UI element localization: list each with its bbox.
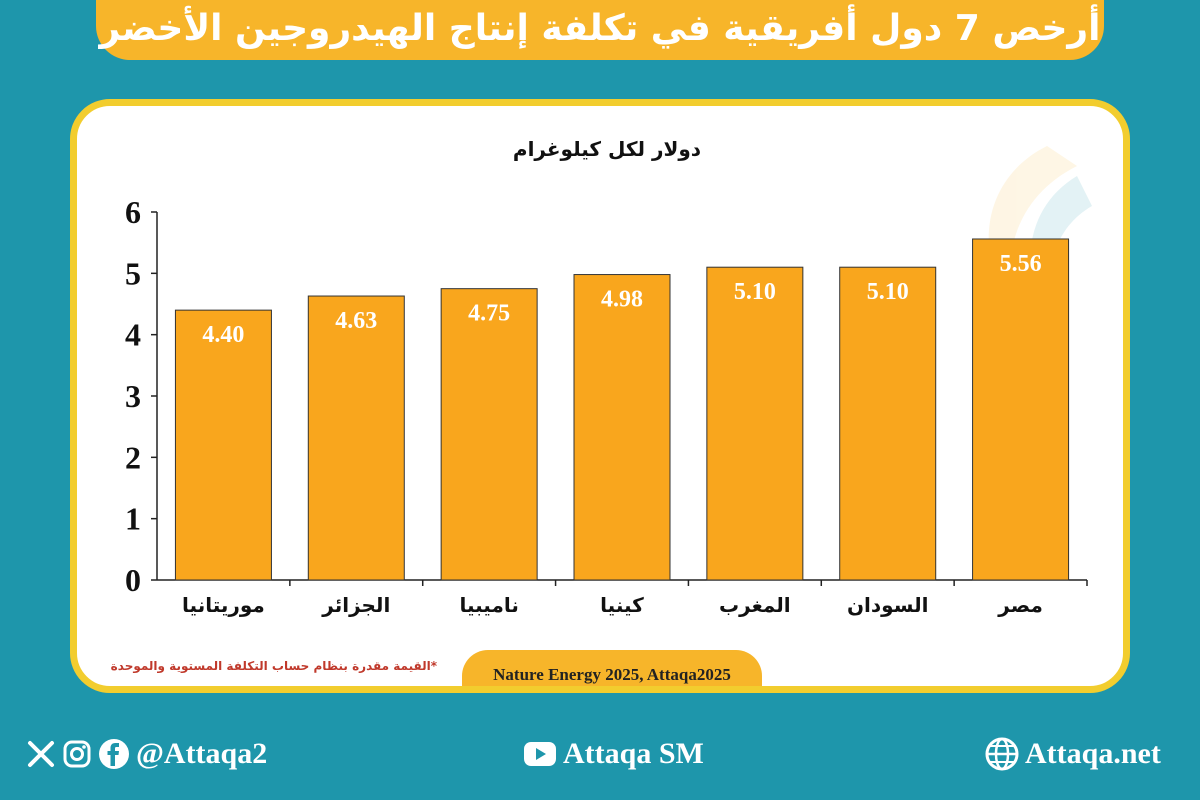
bar-chart: دولار لكل كيلوغرام 0 1 2 3 4 5 6 4.40 4.63 4.75 4… (125, 137, 1088, 617)
bar-value-label: 4.63 (335, 308, 377, 334)
y-tick-label: 3 (125, 378, 141, 414)
globe-icon (985, 737, 1019, 771)
y-tick-label: 0 (125, 562, 141, 598)
social-handle[interactable]: @Attaqa2 (136, 737, 268, 770)
youtube-label: Attaqa SM (563, 737, 704, 770)
x-category-label: كينيا (600, 593, 644, 617)
y-tick-label: 1 (125, 501, 141, 537)
bar (839, 266, 937, 581)
x-twitter-icon[interactable] (26, 739, 56, 769)
x-category-label: المغرب (719, 593, 791, 617)
bar (307, 295, 405, 581)
footnote: *القيمة مقدرة بنظام حساب التكلفة المستوي… (110, 659, 437, 673)
bar-value-label: 4.98 (601, 287, 643, 313)
bar (440, 288, 538, 581)
source-label: Nature Energy 2025, Attaqa2025 (462, 650, 762, 686)
y-tick-label: 5 (125, 255, 141, 291)
bar-value-label: 5.10 (734, 279, 776, 305)
youtube-icon (523, 741, 557, 767)
x-category-label: السودان (847, 593, 928, 617)
youtube-link[interactable]: Attaqa SM (523, 734, 704, 774)
website-label: Attaqa.net (1025, 737, 1161, 770)
website-link[interactable]: Attaqa.net (985, 734, 1161, 774)
bar (972, 238, 1070, 581)
x-category-label: الجزائر (321, 593, 390, 617)
bar (706, 266, 804, 581)
bar-value-label: 5.56 (1000, 251, 1042, 277)
page-title: أرخص 7 دول أفريقية في تكلفة إنتاج الهيدر… (99, 7, 1101, 49)
bar (174, 309, 272, 581)
social-links: @Attaqa2 (26, 734, 267, 774)
y-tick-label: 6 (125, 194, 141, 230)
bar-value-label: 4.40 (202, 322, 244, 348)
y-tick-label: 2 (125, 439, 141, 475)
source-text: Nature Energy 2025, Attaqa2025 (493, 665, 731, 684)
title-banner: أرخص 7 دول أفريقية في تكلفة إنتاج الهيدر… (96, 0, 1104, 60)
bar-value-label: 5.10 (867, 279, 909, 305)
x-category-label: موريتانيا (182, 593, 265, 617)
bar-value-label: 4.75 (468, 301, 510, 327)
chart-card: دولار لكل كيلوغرام 0 1 2 3 4 5 6 4.40 4.63 4.75 4… (70, 99, 1130, 693)
chart-title: دولار لكل كيلوغرام (513, 137, 701, 161)
instagram-icon[interactable] (62, 739, 92, 769)
facebook-icon[interactable] (98, 738, 130, 770)
x-category-label: ناميبيا (459, 593, 518, 617)
x-category-label: مصر (997, 593, 1043, 617)
bar (573, 274, 671, 581)
y-tick-label: 4 (125, 317, 141, 353)
